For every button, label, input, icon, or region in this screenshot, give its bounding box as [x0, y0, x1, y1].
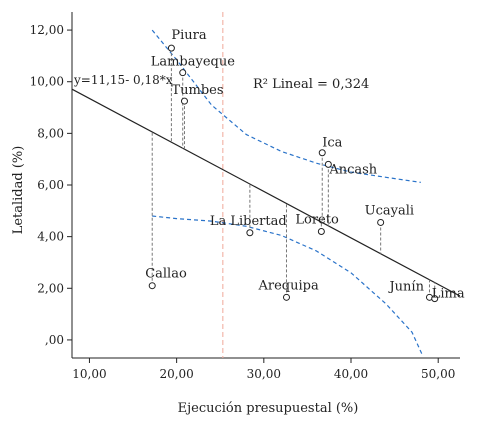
data-point — [324, 160, 332, 168]
point-label: Lima — [432, 287, 465, 302]
y-tick-label: 4,00 — [37, 230, 64, 244]
point-label: Junín — [387, 279, 424, 294]
y-axis-title: Letalidad (%) — [11, 146, 26, 235]
ci-lower-curve — [152, 215, 424, 356]
data-point — [377, 218, 385, 226]
data-point — [180, 97, 188, 105]
data-point — [148, 282, 156, 290]
x-tick-label: 30,00 — [247, 367, 281, 381]
point-label: Piura — [171, 28, 206, 43]
x-tick-label: 10,00 — [72, 367, 106, 381]
data-point — [318, 149, 326, 157]
x-tick-label: 40,00 — [334, 367, 368, 381]
data-point — [317, 227, 325, 235]
r-squared-label: R² Lineal = 0,324 — [253, 77, 369, 92]
y-tick-label: 10,00 — [30, 75, 64, 89]
plot-labels: Piura Lambayeque Tumbes Ica Ancash Loreto La L… — [145, 28, 465, 301]
x-tick-label: 50,00 — [421, 367, 455, 381]
data-point — [431, 295, 439, 303]
point-label: Ancash — [328, 162, 377, 177]
regression-line — [72, 88, 460, 297]
data-point — [246, 229, 254, 237]
point-label: Loreto — [295, 212, 339, 227]
x-axis-title: Ejecución presupuestal (%) — [178, 401, 359, 416]
equation-label: y=11,15- 0,18*x — [73, 73, 173, 87]
point-label: Tumbes — [171, 83, 223, 98]
x-tick-label: 20,00 — [159, 367, 193, 381]
y-tick-label: 6,00 — [37, 178, 64, 192]
y-tick-label: ,00 — [45, 333, 64, 347]
point-label: Lambayeque — [151, 55, 236, 70]
y-tick-label: 2,00 — [37, 281, 64, 295]
data-point — [179, 69, 187, 77]
data-point — [167, 44, 175, 52]
point-label: Callao — [145, 267, 187, 282]
point-label: Ica — [322, 136, 342, 151]
point-label: Ucayali — [365, 203, 414, 218]
axes: 10,00 20,00 30,00 40,00 50,00 ,00 2,00 4,00 6,00… — [30, 12, 460, 381]
y-tick-label: 12,00 — [30, 23, 64, 37]
point-label: Arequipa — [257, 278, 318, 293]
point-label: La Libertad — [210, 214, 287, 229]
data-point — [282, 293, 290, 301]
ci-upper-curve — [151, 29, 421, 183]
plot-marks — [72, 12, 460, 358]
y-tick-label: 8,00 — [37, 126, 64, 140]
